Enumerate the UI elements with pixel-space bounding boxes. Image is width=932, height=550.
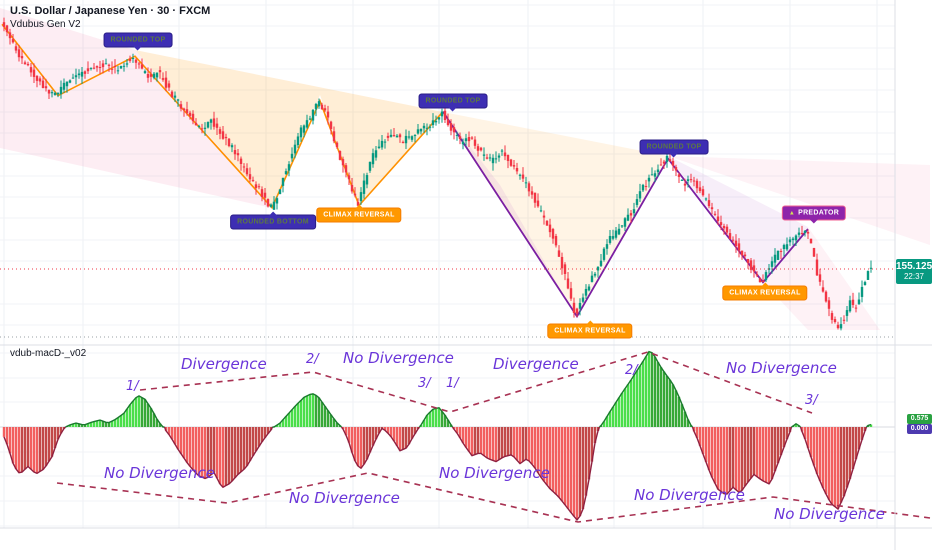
indicator-pane-title[interactable]: vdub-macD-_v02 xyxy=(10,348,87,359)
pattern-label-text: PREDATOR xyxy=(798,209,840,217)
divergence-annotation[interactable]: No Divergence xyxy=(289,489,400,507)
divergence-annotation[interactable]: 1/ xyxy=(446,376,459,391)
last-price-badge: 155.125 22:37 xyxy=(896,259,932,284)
divergence-annotation[interactable]: 3/ xyxy=(805,393,818,408)
divergence-annotation[interactable]: No Divergence xyxy=(343,349,454,367)
label-pointer-icon xyxy=(269,211,277,216)
pattern-label-rounded-top[interactable]: ROUNDED TOP xyxy=(639,139,709,158)
bar-countdown: 22:37 xyxy=(903,272,925,281)
pattern-label-rounded-bottom[interactable]: ROUNDED BOTTOM xyxy=(230,211,316,230)
indicator-value-badge: 0.575 xyxy=(907,414,932,424)
pattern-label-rounded-top[interactable]: ROUNDED TOP xyxy=(418,93,488,112)
time-axis[interactable]: 212325262728Dec2345 xyxy=(0,528,932,550)
label-pointer-icon xyxy=(809,219,818,224)
divergence-annotation[interactable]: 2/ xyxy=(625,363,638,378)
overlay-indicator-title[interactable]: Vdubus Gen V2 xyxy=(10,19,81,30)
divergence-annotation[interactable]: Divergence xyxy=(181,355,267,373)
macd-histogram xyxy=(0,350,895,521)
pattern-label-text: ROUNDED BOTTOM xyxy=(237,218,309,226)
pattern-label-text: ROUNDED TOP xyxy=(646,143,702,151)
divergence-annotation[interactable]: No Divergence xyxy=(104,464,215,482)
last-price-value: 155.125 xyxy=(896,261,932,272)
label-pointer-icon xyxy=(134,46,142,51)
divergence-annotation[interactable]: No Divergence xyxy=(634,486,745,504)
label-pointer-icon xyxy=(761,282,769,287)
pattern-label-climax-reversal[interactable]: CLIMAX REVERSAL xyxy=(547,320,633,339)
label-pointer-icon xyxy=(586,320,594,325)
label-pointer-icon xyxy=(449,107,457,112)
divergence-annotation[interactable]: No Divergence xyxy=(439,464,550,482)
gridlines xyxy=(0,0,895,528)
symbol-title[interactable]: U.S. Dollar / Japanese Yen · 30 · FXCM xyxy=(10,5,211,17)
candles xyxy=(2,17,873,331)
indicator-value-badge: 0.000 xyxy=(907,424,932,434)
pattern-label-climax-reversal[interactable]: CLIMAX REVERSAL xyxy=(316,204,402,223)
label-pointer-icon xyxy=(355,204,363,209)
pattern-label-rounded-top[interactable]: ROUNDED TOP xyxy=(103,32,173,51)
divergence-annotation[interactable]: 2/ xyxy=(306,352,319,367)
divergence-lines xyxy=(56,351,931,523)
pattern-label-text: ROUNDED TOP xyxy=(425,97,481,105)
divergence-annotation[interactable]: Divergence xyxy=(493,355,579,373)
divergence-annotation[interactable]: 3/ xyxy=(418,376,431,391)
pattern-label-climax-reversal[interactable]: CLIMAX REVERSAL xyxy=(722,282,808,301)
divergence-annotation[interactable]: No Divergence xyxy=(726,359,837,377)
label-pointer-icon xyxy=(670,153,678,158)
predator-icon: ▲ xyxy=(788,210,796,217)
pattern-label-predator[interactable]: ▲ PREDATOR xyxy=(781,205,847,224)
pattern-label-text: ROUNDED TOP xyxy=(110,36,166,44)
pattern-label-text: CLIMAX REVERSAL xyxy=(323,211,395,219)
divergence-annotation[interactable]: 1/ xyxy=(126,379,139,394)
pattern-label-text: CLIMAX REVERSAL xyxy=(554,327,626,335)
pattern-label-text: CLIMAX REVERSAL xyxy=(729,289,801,297)
divergence-annotation[interactable]: No Divergence xyxy=(774,505,885,523)
